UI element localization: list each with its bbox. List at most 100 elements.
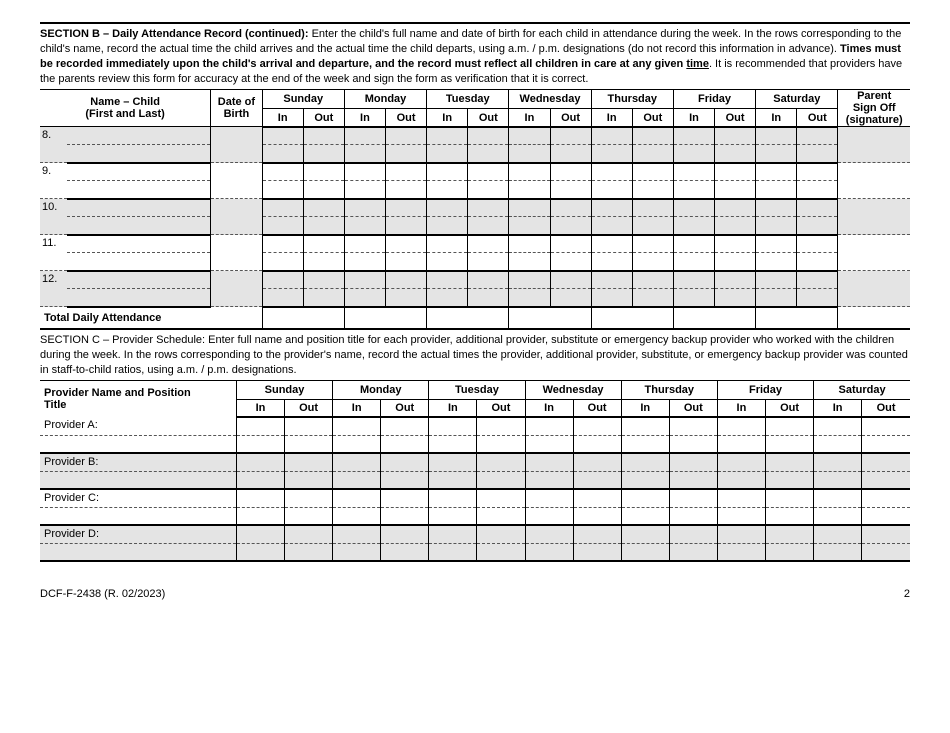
provider-name-cell[interactable] [40, 543, 236, 561]
time-in-cell[interactable] [344, 127, 385, 145]
provider-name-cell[interactable] [40, 435, 236, 453]
time-in-cell[interactable] [621, 417, 669, 435]
time-out-cell[interactable] [632, 235, 673, 253]
signoff-cell[interactable] [838, 163, 910, 199]
time-out-cell[interactable] [550, 253, 591, 271]
time-in-cell[interactable] [429, 435, 477, 453]
time-out-cell[interactable] [797, 127, 838, 145]
time-out-cell[interactable] [715, 127, 756, 145]
time-out-cell[interactable] [381, 471, 429, 489]
time-in-cell[interactable] [591, 253, 632, 271]
time-in-cell[interactable] [525, 489, 573, 507]
time-in-cell[interactable] [756, 271, 797, 289]
time-out-cell[interactable] [477, 489, 525, 507]
provider-name-cell[interactable] [40, 471, 236, 489]
time-in-cell[interactable] [621, 435, 669, 453]
dob-cell[interactable] [211, 163, 262, 199]
time-in-cell[interactable] [673, 145, 714, 163]
time-in-cell[interactable] [429, 507, 477, 525]
time-out-cell[interactable] [381, 525, 429, 543]
time-out-cell[interactable] [862, 417, 910, 435]
time-out-cell[interactable] [669, 471, 717, 489]
time-in-cell[interactable] [236, 489, 284, 507]
time-out-cell[interactable] [303, 199, 344, 217]
time-in-cell[interactable] [673, 289, 714, 307]
time-out-cell[interactable] [285, 543, 333, 561]
time-in-cell[interactable] [621, 453, 669, 471]
time-in-cell[interactable] [509, 235, 550, 253]
time-in-cell[interactable] [717, 471, 765, 489]
total-day-cell[interactable] [756, 307, 838, 329]
time-in-cell[interactable] [814, 507, 862, 525]
child-name-cell[interactable] [67, 235, 211, 253]
time-out-cell[interactable] [386, 253, 427, 271]
time-out-cell[interactable] [797, 163, 838, 181]
time-out-cell[interactable] [862, 453, 910, 471]
time-in-cell[interactable] [525, 453, 573, 471]
time-in-cell[interactable] [717, 507, 765, 525]
time-in-cell[interactable] [427, 253, 468, 271]
time-out-cell[interactable] [381, 417, 429, 435]
time-out-cell[interactable] [862, 471, 910, 489]
time-out-cell[interactable] [285, 507, 333, 525]
time-in-cell[interactable] [427, 235, 468, 253]
time-in-cell[interactable] [591, 235, 632, 253]
time-in-cell[interactable] [621, 489, 669, 507]
time-in-cell[interactable] [756, 217, 797, 235]
time-in-cell[interactable] [673, 127, 714, 145]
time-out-cell[interactable] [468, 127, 509, 145]
time-out-cell[interactable] [381, 489, 429, 507]
time-out-cell[interactable] [669, 453, 717, 471]
time-in-cell[interactable] [427, 163, 468, 181]
time-in-cell[interactable] [236, 543, 284, 561]
time-in-cell[interactable] [236, 453, 284, 471]
time-in-cell[interactable] [333, 471, 381, 489]
total-day-cell[interactable] [344, 307, 426, 329]
child-name-cell[interactable] [67, 253, 211, 271]
time-in-cell[interactable] [429, 453, 477, 471]
time-out-cell[interactable] [632, 271, 673, 289]
time-out-cell[interactable] [765, 489, 813, 507]
time-in-cell[interactable] [427, 217, 468, 235]
time-out-cell[interactable] [715, 163, 756, 181]
time-in-cell[interactable] [236, 507, 284, 525]
time-in-cell[interactable] [814, 453, 862, 471]
time-in-cell[interactable] [344, 145, 385, 163]
time-out-cell[interactable] [715, 181, 756, 199]
time-in-cell[interactable] [427, 181, 468, 199]
time-in-cell[interactable] [673, 217, 714, 235]
time-in-cell[interactable] [262, 199, 303, 217]
time-in-cell[interactable] [717, 489, 765, 507]
time-out-cell[interactable] [303, 235, 344, 253]
time-out-cell[interactable] [715, 289, 756, 307]
time-in-cell[interactable] [427, 271, 468, 289]
child-name-cell[interactable] [67, 289, 211, 307]
time-in-cell[interactable] [509, 181, 550, 199]
time-in-cell[interactable] [591, 163, 632, 181]
time-in-cell[interactable] [621, 507, 669, 525]
dob-cell[interactable] [211, 127, 262, 163]
time-out-cell[interactable] [477, 507, 525, 525]
dob-cell[interactable] [211, 235, 262, 271]
dob-cell[interactable] [211, 199, 262, 235]
time-out-cell[interactable] [550, 271, 591, 289]
time-out-cell[interactable] [468, 253, 509, 271]
time-in-cell[interactable] [344, 289, 385, 307]
time-out-cell[interactable] [285, 525, 333, 543]
time-in-cell[interactable] [673, 253, 714, 271]
time-out-cell[interactable] [285, 489, 333, 507]
time-out-cell[interactable] [386, 181, 427, 199]
time-in-cell[interactable] [756, 181, 797, 199]
time-out-cell[interactable] [632, 145, 673, 163]
time-in-cell[interactable] [427, 289, 468, 307]
time-out-cell[interactable] [632, 253, 673, 271]
time-in-cell[interactable] [262, 181, 303, 199]
time-in-cell[interactable] [525, 471, 573, 489]
time-in-cell[interactable] [591, 199, 632, 217]
time-out-cell[interactable] [797, 181, 838, 199]
time-in-cell[interactable] [236, 435, 284, 453]
time-out-cell[interactable] [303, 253, 344, 271]
time-out-cell[interactable] [669, 525, 717, 543]
time-out-cell[interactable] [386, 289, 427, 307]
time-out-cell[interactable] [715, 199, 756, 217]
